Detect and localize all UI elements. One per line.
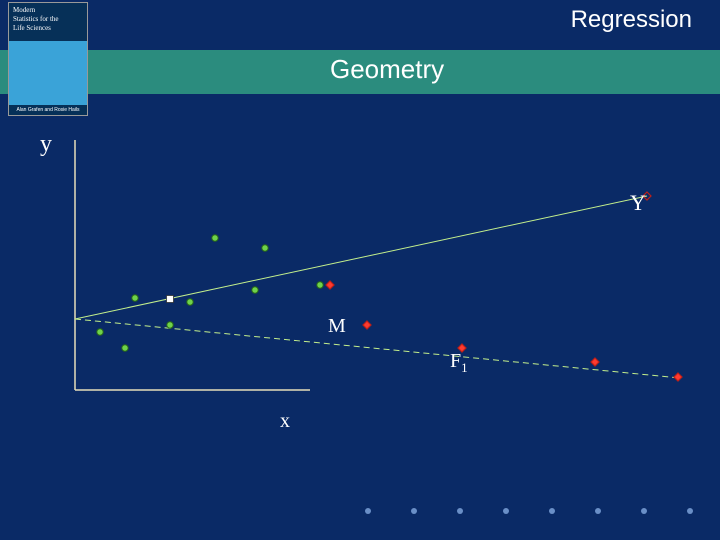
nav-dot[interactable] (503, 508, 509, 514)
slide: Regression Geometry ModernStatistics for… (0, 0, 720, 540)
geometry-plot (30, 130, 690, 460)
vector-label-F1: F1 (450, 350, 468, 376)
point-label-M: M (328, 315, 346, 338)
book-title: ModernStatistics for theLife Sciences (13, 6, 59, 33)
vector-label-Y: Y (630, 190, 646, 216)
nav-dot[interactable] (457, 508, 463, 514)
nav-dot[interactable] (549, 508, 555, 514)
nav-dot[interactable] (687, 508, 693, 514)
page-header-title: Regression (571, 6, 692, 34)
section-title: Geometry (330, 54, 444, 85)
nav-dot[interactable] (411, 508, 417, 514)
nav-dot[interactable] (365, 508, 371, 514)
book-authors: Alan Grafen and Rosie Hails (9, 105, 87, 115)
nav-dot[interactable] (595, 508, 601, 514)
axis-label-x: x (280, 410, 290, 433)
axis-label-y: y (40, 131, 52, 158)
nav-dot[interactable] (641, 508, 647, 514)
book-cover-thumb: ModernStatistics for theLife Sciences Al… (8, 2, 88, 116)
